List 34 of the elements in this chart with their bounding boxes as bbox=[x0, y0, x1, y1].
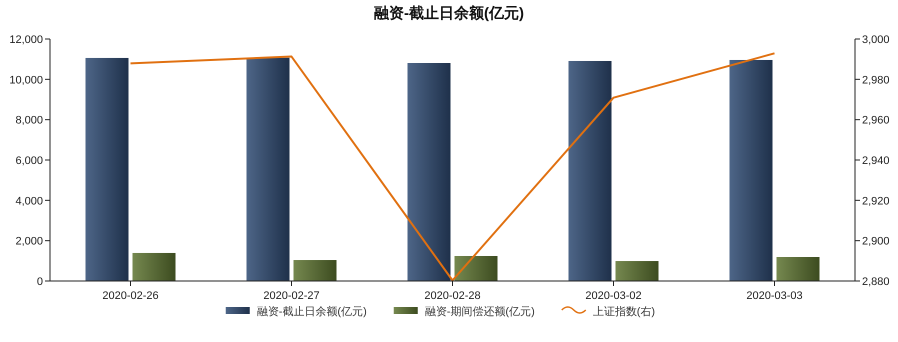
y-tick-label: 12,000 bbox=[9, 34, 43, 46]
y-tick-label: 2,000 bbox=[15, 236, 43, 248]
bar bbox=[776, 257, 820, 281]
y2-tick-label: 2,900 bbox=[862, 236, 890, 248]
bar bbox=[408, 63, 450, 281]
bar bbox=[568, 60, 612, 281]
y2-tick-label: 2,980 bbox=[862, 74, 890, 86]
bar bbox=[616, 261, 658, 281]
x-tick-label: 2020-03-02 bbox=[585, 290, 642, 302]
x-tick-label: 2020-02-28 bbox=[424, 290, 481, 302]
y-tick-label: 10,000 bbox=[9, 74, 43, 86]
line-series bbox=[130, 52, 776, 282]
bar bbox=[454, 256, 498, 281]
chart-title: 融资-截止日余额(亿元) bbox=[374, 4, 524, 22]
x-tick-label: 2020-03-03 bbox=[746, 290, 803, 302]
y2-tick-label: 2,880 bbox=[862, 276, 890, 288]
y2-tick-label: 2,920 bbox=[862, 195, 890, 208]
x-tick-label: 2020-02-27 bbox=[263, 290, 320, 302]
bar bbox=[730, 60, 772, 281]
y2-tick-label: 2,940 bbox=[862, 155, 890, 167]
bar bbox=[86, 58, 128, 281]
y2-tick-label: 2,960 bbox=[862, 114, 890, 127]
y-tick-label: 6,000 bbox=[15, 155, 43, 167]
legend-label: 上证指数(右) bbox=[592, 305, 656, 318]
x-tick-label: 2020-02-26 bbox=[102, 290, 159, 302]
legend-label: 融资-截止日余额(亿元) bbox=[256, 305, 367, 318]
bar bbox=[294, 260, 336, 281]
bar bbox=[132, 252, 176, 281]
legend-label: 融资-期间偿还额(亿元) bbox=[424, 305, 535, 318]
y2-tick-label: 3,000 bbox=[862, 34, 890, 46]
bar bbox=[246, 58, 290, 281]
y-tick-label: 0 bbox=[36, 276, 43, 288]
y-tick-label: 8,000 bbox=[15, 114, 43, 127]
y-tick-label: 4,000 bbox=[15, 195, 43, 208]
